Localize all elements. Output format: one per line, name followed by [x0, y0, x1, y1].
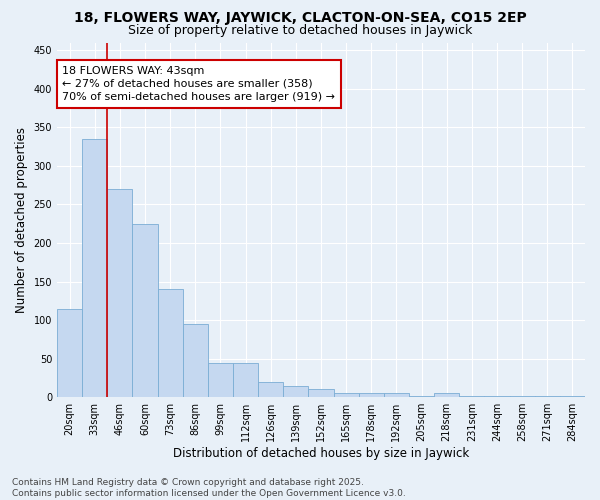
Bar [107, 189, 133, 397]
Bar [208, 362, 233, 397]
Y-axis label: Number of detached properties: Number of detached properties [15, 127, 28, 313]
Text: 18, FLOWERS WAY, JAYWICK, CLACTON-ON-SEA, CO15 2EP: 18, FLOWERS WAY, JAYWICK, CLACTON-ON-SEA… [74, 11, 526, 25]
Text: Size of property relative to detached houses in Jaywick: Size of property relative to detached ho… [128, 24, 472, 37]
Bar [158, 290, 183, 397]
Bar [334, 394, 359, 397]
Bar [82, 139, 107, 397]
Bar [359, 394, 384, 397]
Text: Contains HM Land Registry data © Crown copyright and database right 2025.
Contai: Contains HM Land Registry data © Crown c… [12, 478, 406, 498]
Bar [509, 396, 535, 397]
Bar [308, 390, 334, 397]
Bar [484, 396, 509, 397]
Bar [409, 396, 434, 397]
Text: 18 FLOWERS WAY: 43sqm
← 27% of detached houses are smaller (358)
70% of semi-det: 18 FLOWERS WAY: 43sqm ← 27% of detached … [62, 66, 335, 102]
Bar [133, 224, 158, 397]
Bar [459, 396, 484, 397]
Bar [560, 396, 585, 397]
Bar [57, 308, 82, 397]
Bar [535, 396, 560, 397]
Bar [434, 394, 459, 397]
Bar [258, 382, 283, 397]
Bar [283, 386, 308, 397]
Bar [233, 362, 258, 397]
X-axis label: Distribution of detached houses by size in Jaywick: Distribution of detached houses by size … [173, 447, 469, 460]
Bar [384, 394, 409, 397]
Bar [183, 324, 208, 397]
